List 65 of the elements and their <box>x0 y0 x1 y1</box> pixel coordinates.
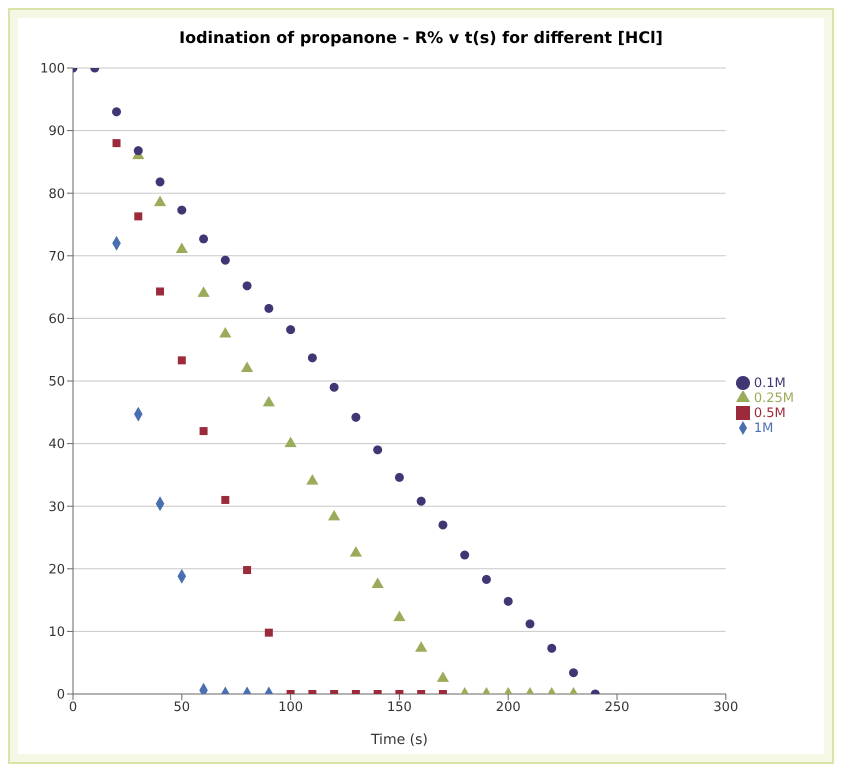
point <box>220 256 230 265</box>
point <box>436 671 450 682</box>
y-tick-label: 30 <box>48 500 65 515</box>
point <box>351 412 360 422</box>
point <box>134 212 142 220</box>
point <box>372 577 384 588</box>
x-tick-label: 150 <box>387 700 412 716</box>
y-tick-label: 70 <box>48 249 65 264</box>
x-axis-title: Time (s) <box>370 732 428 748</box>
point <box>112 139 121 148</box>
point <box>568 668 578 678</box>
point <box>415 641 428 652</box>
point <box>178 356 186 364</box>
point <box>373 445 382 454</box>
point <box>460 550 470 560</box>
x-tick-label: 200 <box>496 700 521 716</box>
point <box>112 107 122 116</box>
point <box>547 644 556 653</box>
y-tick-label: 20 <box>48 562 65 578</box>
point <box>200 427 208 436</box>
legend-label: 0.25M <box>754 391 794 406</box>
x-tick-label: 300 <box>713 700 738 716</box>
point <box>264 304 274 313</box>
y-tick-label: 80 <box>48 186 65 202</box>
point <box>242 281 252 290</box>
point <box>308 353 317 362</box>
point <box>350 546 362 557</box>
point <box>525 619 534 628</box>
y-tick-label: 0 <box>56 688 65 703</box>
point <box>286 325 296 334</box>
point <box>306 474 318 485</box>
point <box>156 287 164 296</box>
y-tick-label: 40 <box>48 437 65 452</box>
chart-title: Iodination of propanone - R% v t(s) for different [HCl] <box>178 27 664 49</box>
point <box>243 566 252 574</box>
point <box>221 496 230 504</box>
x-tick-label: 50 <box>174 700 190 716</box>
legend-label: 1M <box>754 421 774 436</box>
point <box>330 382 339 392</box>
y-tick-label: 10 <box>48 625 65 640</box>
point <box>199 234 208 244</box>
point <box>416 496 426 506</box>
y-tick-label: 60 <box>48 312 65 328</box>
y-tick-label: 50 <box>48 374 65 390</box>
x-tick-label: 100 <box>278 700 304 716</box>
legend-label: 0.5M <box>754 406 786 421</box>
x-tick-label: 0 <box>68 700 78 716</box>
point <box>264 628 273 637</box>
point <box>504 596 513 606</box>
point <box>394 472 404 482</box>
point <box>482 574 491 584</box>
point <box>176 242 188 254</box>
point <box>219 327 232 338</box>
point <box>134 146 143 156</box>
point <box>156 177 165 186</box>
y-tick-label: 90 <box>48 124 65 140</box>
point <box>328 510 340 520</box>
point <box>438 520 448 530</box>
x-tick-label: 250 <box>604 700 630 716</box>
legend-label: 0.1M <box>754 376 786 391</box>
y-tick-label: 100 <box>40 62 65 77</box>
point <box>284 436 297 448</box>
point <box>393 610 406 622</box>
point <box>262 396 275 406</box>
point <box>177 206 186 215</box>
